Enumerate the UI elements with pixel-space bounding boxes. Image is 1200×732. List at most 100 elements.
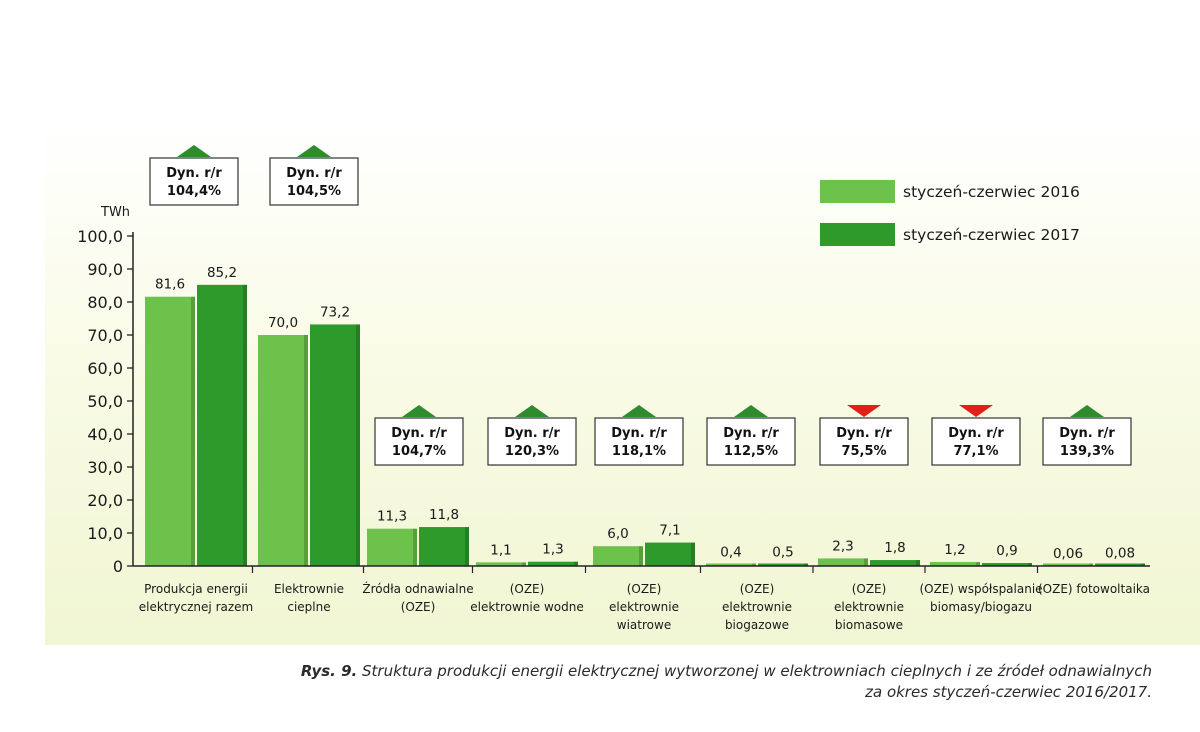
up-triangle-icon (402, 405, 436, 417)
up-triangle-icon (1070, 405, 1104, 417)
dynamics-box (149, 157, 239, 206)
bar (982, 563, 1032, 566)
bar (758, 563, 808, 566)
bar-shade (691, 542, 695, 566)
dynamics-value: 139,3% (1060, 444, 1114, 459)
dynamics-label: Dyn. r/r (166, 166, 222, 181)
x-tick-label: elektrownie (722, 600, 792, 614)
x-tick-label: biomasowe (835, 618, 903, 632)
bar-value-label: 73,2 (320, 304, 350, 320)
bar-shade (1089, 563, 1093, 566)
bar-value-label: 0,4 (720, 545, 741, 561)
up-triangle-icon (622, 405, 656, 417)
x-tick-label: biomasy/biogazu (930, 600, 1032, 614)
bar (818, 558, 868, 566)
bar-value-label: 1,2 (944, 542, 965, 558)
x-tick-label: (OZE) fotowoltaika (1038, 582, 1150, 596)
y-tick-label: 70,0 (87, 326, 123, 345)
x-tick-label: elektrownie (834, 600, 904, 614)
bar (870, 560, 920, 566)
bar-value-label: 0,9 (996, 543, 1017, 559)
bar-value-label: 1,8 (884, 540, 905, 556)
caption-line-2: za okres styczeń-czerwiec 2016/2017. (865, 683, 1152, 701)
y-tick-label: 10,0 (87, 524, 123, 543)
dynamics-box (819, 417, 909, 466)
dynamics-label: Dyn. r/r (611, 426, 667, 441)
y-tick-label: 40,0 (87, 425, 123, 444)
dynamics-box (269, 157, 359, 206)
y-tick-label: 30,0 (87, 458, 123, 477)
bar (197, 284, 247, 566)
bar-value-label: 2,3 (832, 538, 853, 554)
bar-value-label: 85,2 (207, 265, 237, 281)
x-tick-label: Produkcja energii (144, 582, 248, 596)
bar-shade (465, 527, 469, 566)
dynamics-label: Dyn. r/r (948, 426, 1004, 441)
y-tick-label: 90,0 (87, 260, 123, 279)
y-tick-label: 20,0 (87, 491, 123, 510)
bar-value-label: 11,8 (429, 507, 459, 523)
bar-shade (522, 562, 526, 566)
bar-shade (864, 558, 868, 566)
chart: TWh 100,0 90,0 80,0 70,0 60,0 50,0 40,0 30,0 20,0… (77, 145, 1150, 632)
legend-swatch (820, 223, 895, 246)
bar (706, 563, 756, 566)
x-tick-label: elektrycznej razem (139, 600, 253, 614)
dynamics-box (374, 417, 464, 466)
down-triangle-icon (959, 405, 993, 417)
bar-shade (639, 546, 643, 566)
bar (310, 324, 360, 566)
x-tick-label: cieplne (287, 600, 330, 614)
dynamics-box (1042, 417, 1132, 466)
dynamics-box (487, 417, 577, 466)
dynamics-value: 104,4% (167, 184, 221, 199)
dynamics-box (706, 417, 796, 466)
dynamics-value: 104,5% (287, 184, 341, 199)
x-tick-label: (OZE) (510, 582, 545, 596)
dynamics-label: Dyn. r/r (286, 166, 342, 181)
x-tick-label: Elektrownie (274, 582, 344, 596)
dynamics-value: 120,3% (505, 444, 559, 459)
bar-value-label: 0,06 (1053, 546, 1083, 562)
legend-label: styczeń-czerwiec 2016 (903, 183, 1080, 201)
bar-value-label: 70,0 (268, 315, 298, 331)
dynamics-label: Dyn. r/r (504, 426, 560, 441)
bar-shade (356, 324, 360, 566)
down-triangle-icon (847, 405, 881, 417)
bar-shade (916, 560, 920, 566)
bar-shade (804, 563, 808, 566)
dynamics-label: Dyn. r/r (1059, 426, 1115, 441)
bar-shade (752, 563, 756, 566)
x-tick-label: Źródła odnawialne (362, 581, 473, 596)
up-triangle-icon (515, 405, 549, 417)
bar-value-label: 7,1 (659, 523, 680, 539)
dynamics-value: 112,5% (724, 444, 778, 459)
y-tick-label: 60,0 (87, 359, 123, 378)
bar (645, 542, 695, 566)
bar (476, 562, 526, 566)
x-tick-label: wiatrowe (617, 618, 671, 632)
bar-shade (413, 528, 417, 566)
y-tick-label: 80,0 (87, 293, 123, 312)
bar-value-label: 11,3 (377, 509, 407, 525)
dynamics-value: 118,1% (612, 444, 666, 459)
y-tick-label: 100,0 (77, 227, 123, 246)
dynamics-value: 104,7% (392, 444, 446, 459)
bar (367, 528, 417, 566)
x-tick-label: (OZE) (627, 582, 662, 596)
bar-shade (976, 562, 980, 566)
dynamics-box (594, 417, 684, 466)
legend-label: styczeń-czerwiec 2017 (903, 226, 1080, 244)
x-tick-label: biogazowe (725, 618, 789, 632)
x-tick-label: (OZE) współspalanie (919, 582, 1042, 596)
x-tick-label: (OZE) (401, 600, 436, 614)
bar-value-label: 0,5 (772, 544, 793, 560)
dynamics-value: 75,5% (841, 444, 886, 459)
bar-shade (191, 296, 195, 566)
dynamics-label: Dyn. r/r (723, 426, 779, 441)
dynamics-label: Dyn. r/r (836, 426, 892, 441)
bar-value-label: 1,1 (490, 542, 511, 558)
x-tick-label: (OZE) (852, 582, 887, 596)
bar-value-label: 0,08 (1105, 546, 1135, 562)
dynamics-box (931, 417, 1021, 466)
